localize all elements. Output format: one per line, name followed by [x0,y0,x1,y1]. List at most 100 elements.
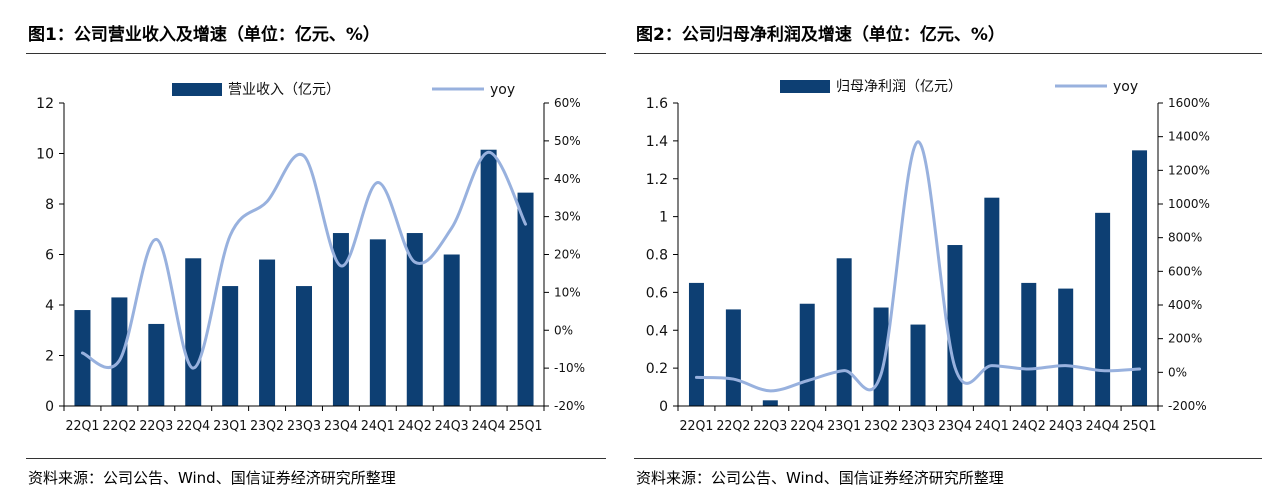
left-tick-label: 1 [659,210,668,226]
x-tick-label: 23Q1 [827,419,861,434]
x-tick-label: 25Q1 [1123,419,1157,434]
x-tick-label: 22Q3 [139,419,173,434]
legend-bar-label: 归母净利润（亿元） [836,78,962,95]
figure-2-top-rule [634,53,1262,54]
right-tick-label: 800% [1168,231,1202,245]
left-tick-label: 1.2 [646,172,668,188]
left-tick-label: 0.8 [646,248,668,264]
bar-23Q2 [259,259,276,406]
left-tick-label: 1.6 [646,96,668,112]
bar-23Q3 [910,324,926,406]
x-tick-label: 24Q2 [1012,419,1046,434]
x-tick-label: 22Q4 [790,419,824,434]
right-tick-label: 0% [554,323,573,337]
bar-22Q1 [74,310,91,406]
bar-22Q4 [185,258,202,406]
legend-line-label: yoy [1113,79,1138,95]
left-tick-label: 0 [45,399,54,415]
figure-2-panel: 图2：公司归母净利润及增速（单位：亿元、%） 归母净利润（亿元） yoy 0 0.2 0… [630,0,1266,499]
figure-2-bottom-rule [634,458,1262,459]
left-tick-label: 1.4 [646,134,668,150]
figure-1-title: 图1：公司营业收入及增速（单位：亿元、%） [28,25,380,45]
right-tick-label: 20% [554,248,581,262]
figure-1-top-rule [26,53,606,54]
x-tick-label: 22Q3 [753,419,787,434]
right-tick-label: 200% [1168,332,1202,346]
right-tick-label: 1200% [1168,163,1210,177]
left-tick-label: 0.2 [646,361,668,377]
x-tick-label: 24Q1 [361,419,395,434]
x-tick-label: 24Q4 [472,419,506,434]
x-tick-label: 23Q4 [938,419,972,434]
right-tick-label: 400% [1168,298,1202,312]
right-tick-label: 1600% [1168,96,1210,110]
legend-line-label: yoy [490,82,515,98]
x-tick-label: 23Q2 [250,419,284,434]
bar-24Q3 [443,254,460,406]
bar-22Q4 [799,303,815,406]
left-tick-label: 10 [36,147,54,163]
bar-22Q2 [725,309,741,406]
right-tick-label: 600% [1168,264,1202,278]
bar-25Q1 [517,192,534,406]
yoy-line [80,150,528,370]
bar-22Q3 [762,400,778,406]
bar-23Q4 [332,233,349,406]
right-tick-label: -20% [554,399,585,413]
x-tick-label: 23Q4 [324,419,358,434]
right-tick-label: 40% [554,172,581,186]
bar-23Q1 [836,258,852,406]
right-tick-label: 1400% [1168,130,1210,144]
x-tick-label: 23Q3 [901,419,935,434]
x-tick-label: 23Q3 [287,419,321,434]
legend-bar-swatch [172,83,222,96]
bar-24Q2 [1021,282,1037,406]
legend-bar-swatch [780,80,830,93]
legend-bar-label: 营业收入（亿元） [228,82,340,98]
x-tick-label: 22Q1 [66,419,100,434]
left-tick-label: 4 [45,298,54,314]
x-tick-label: 24Q3 [1049,419,1083,434]
bar-23Q1 [222,286,239,406]
left-tick-label: 2 [45,349,54,365]
bar-22Q2 [111,297,128,406]
bar-22Q1 [688,282,704,406]
x-tick-label: 24Q3 [435,419,469,434]
right-tick-label: 60% [554,96,581,110]
figure-2-source: 资料来源：公司公告、Wind、国信证券经济研究所整理 [636,469,1004,487]
x-tick-label: 22Q4 [176,419,210,434]
x-tick-label: 24Q1 [975,419,1009,434]
figure-2-title: 图2：公司归母净利润及增速（单位：亿元、%） [636,25,1005,45]
bar-24Q3 [1058,288,1074,406]
right-tick-label: 0% [1168,365,1187,379]
figure-1-chart: 营业收入（亿元） yoy 0 2 4 6 8 10 12 -20% -10% 0% 10% 20% 30% 4… [36,82,585,434]
right-tick-label: 30% [554,210,581,224]
figure-1-panel: 图1：公司营业收入及增速（单位：亿元、%） 营业收入（亿元） yoy 0 2 4 6 8 10… [0,0,610,499]
left-tick-label: 12 [36,96,54,112]
right-tick-label: -200% [1168,399,1207,413]
bar-24Q4 [480,149,497,406]
x-tick-label: 24Q2 [398,419,432,434]
right-tick-label: -10% [554,361,585,375]
right-tick-label: 10% [554,285,581,299]
right-tick-label: 1000% [1168,197,1210,211]
figure-1-source: 资料来源：公司公告、Wind、国信证券经济研究所整理 [28,469,396,487]
bar-23Q4 [947,245,963,406]
bar-24Q4 [1095,212,1111,406]
bar-24Q1 [984,197,1000,406]
bar-24Q2 [406,233,423,406]
left-tick-label: 0.4 [646,323,668,339]
left-tick-label: 8 [45,197,54,213]
bar-25Q1 [1132,150,1148,406]
bar-22Q3 [148,323,165,406]
x-tick-label: 22Q2 [102,419,136,434]
x-tick-label: 24Q4 [1086,419,1120,434]
left-tick-label: 0 [659,399,668,415]
left-tick-label: 0.6 [646,285,668,301]
left-tick-label: 6 [45,248,54,264]
x-tick-label: 25Q1 [509,419,543,434]
figure-1-bottom-rule [26,458,606,459]
x-tick-label: 23Q2 [864,419,898,434]
x-tick-label: 22Q1 [680,419,714,434]
x-tick-label: 23Q1 [213,419,247,434]
